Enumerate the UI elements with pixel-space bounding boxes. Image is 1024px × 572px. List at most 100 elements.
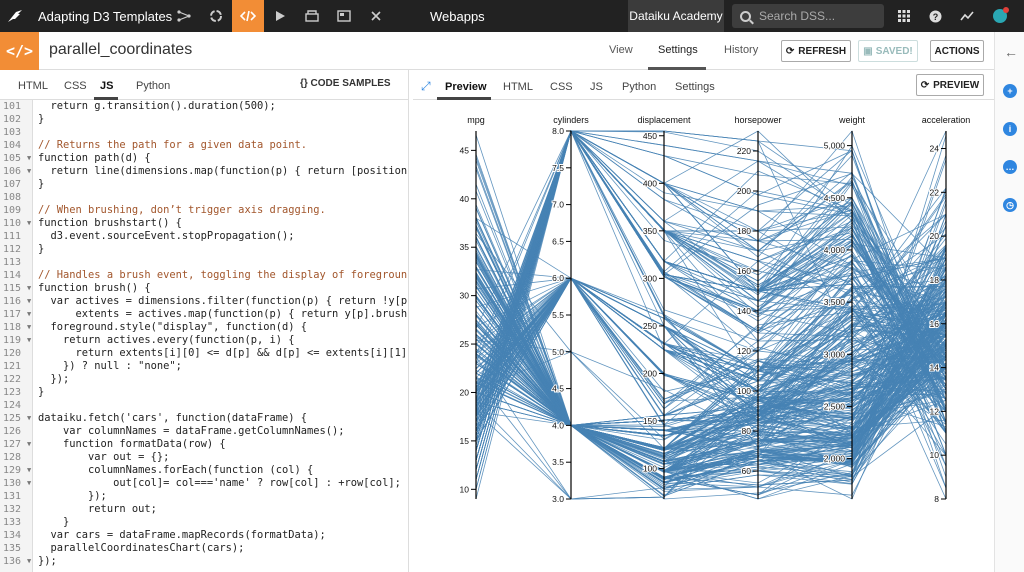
close-icon[interactable]: [360, 0, 392, 32]
code-line[interactable]: 129 ▼ columnNames.forEach(function (col) …: [0, 464, 409, 477]
user-avatar-icon[interactable]: [986, 0, 1014, 32]
chart-svg[interactable]: mpg 10 15 20 25 30 35 40 45 cylinders 3.0 3.5 4.0 4.5…: [413, 101, 994, 572]
code-line[interactable]: 116 ▼ var actives = dimensions.filter(fun…: [0, 295, 409, 308]
axis-horsepower[interactable]: horsepower 60 80 100 120 140 160 180 200 220: [734, 115, 782, 499]
tab-css[interactable]: CSS: [64, 80, 87, 92]
tab-preview-js[interactable]: JS: [590, 81, 603, 93]
axis-acceleration[interactable]: acceleration 8 10 12 14 16 18 20 22 24: [922, 115, 971, 505]
nav-history[interactable]: History: [724, 44, 759, 56]
code-line[interactable]: 126 var columnNames = dataFrame.getColum…: [0, 425, 409, 438]
timeline-icon[interactable]: ◷: [1003, 198, 1017, 212]
code-line[interactable]: 109 // When brushing, don’t trigger axis …: [0, 204, 409, 217]
axis-cylinders[interactable]: cylinders 3.0 3.5 4.0 4.5 5.0 5.5 6.0 6.5 7.0 7.5 8…: [551, 115, 589, 505]
nav-settings[interactable]: Settings: [658, 44, 698, 56]
fold-arrow-icon[interactable]: ▼: [27, 297, 32, 305]
dataiku-logo-icon[interactable]: [0, 0, 30, 32]
tab-preview-settings[interactable]: Settings: [675, 81, 715, 93]
preview-button[interactable]: ⟳ PREVIEW: [916, 74, 984, 96]
code-line[interactable]: 133 }: [0, 516, 409, 529]
fold-arrow-icon[interactable]: ▼: [27, 466, 32, 474]
saved-button[interactable]: ▣ SAVED!: [858, 40, 918, 62]
fold-arrow-icon[interactable]: ▼: [27, 479, 32, 487]
section-title[interactable]: Webapps: [430, 8, 485, 24]
help-icon[interactable]: ?: [921, 0, 949, 32]
code-line[interactable]: 127 ▼ function formatData(row) {: [0, 438, 409, 451]
code-line[interactable]: 136 ▼});: [0, 555, 409, 568]
code-line[interactable]: 104 // Returns the path for a given data …: [0, 139, 409, 152]
code-line[interactable]: 124: [0, 399, 409, 412]
tab-js[interactable]: JS: [100, 80, 114, 92]
search-input[interactable]: Search DSS...: [732, 4, 884, 28]
code-line[interactable]: 107}: [0, 178, 409, 191]
tab-python[interactable]: Python: [136, 80, 171, 92]
code-line[interactable]: 131 });: [0, 490, 409, 503]
discussion-icon[interactable]: …: [1003, 160, 1017, 174]
code-line[interactable]: 119 ▼ return actives.every(function(p, i)…: [0, 334, 409, 347]
code-line[interactable]: 106 ▼ return line(dimensions.map(function…: [0, 165, 409, 178]
tab-preview-python[interactable]: Python: [622, 81, 657, 93]
code-line[interactable]: 111 d3.event.sourceEvent.stopPropagation…: [0, 230, 409, 243]
data-line: [475, 334, 947, 426]
code-line[interactable]: 123}: [0, 386, 409, 399]
tick-label: 60: [742, 466, 752, 476]
expand-icon[interactable]: ⤢: [421, 79, 431, 93]
collapse-arrow-icon[interactable]: ←: [1004, 44, 1018, 60]
fold-arrow-icon[interactable]: ▼: [27, 310, 32, 318]
fold-arrow-icon[interactable]: ▼: [27, 414, 32, 422]
code-line[interactable]: 121 }) ? null : "none";: [0, 360, 409, 373]
code-line[interactable]: 122 });: [0, 373, 409, 386]
code-line[interactable]: 105 ▼ function path(d) {: [0, 152, 409, 165]
code-line[interactable]: 114 // Handles a brush event, toggling th…: [0, 269, 409, 282]
code-line[interactable]: 128 var out = {};: [0, 451, 409, 464]
axis-displacement[interactable]: displacement 100 150 200 250 300 350 400 450: [637, 115, 691, 499]
apps-grid-icon[interactable]: [890, 0, 918, 32]
refresh-button[interactable]: ⟳ REFRESH: [781, 40, 851, 62]
project-title[interactable]: Adapting D3 Templates: [38, 8, 173, 24]
tab-html[interactable]: HTML: [18, 80, 48, 92]
code-line[interactable]: 120 return extents[i][0] <= d[p] && d[p]…: [0, 347, 409, 360]
tab-preview-html[interactable]: HTML: [503, 81, 533, 93]
tab-preview[interactable]: Preview: [445, 81, 487, 93]
code-line[interactable]: 115 ▼ function brush() {: [0, 282, 409, 295]
deploy-icon[interactable]: [296, 0, 328, 32]
dashboard-icon[interactable]: [328, 0, 360, 32]
trend-icon[interactable]: [953, 0, 981, 32]
code-line[interactable]: 103: [0, 126, 409, 139]
fold-arrow-icon[interactable]: ▼: [27, 440, 32, 448]
code-line[interactable]: 112}: [0, 243, 409, 256]
code-icon[interactable]: [232, 0, 264, 32]
run-icon[interactable]: [264, 0, 296, 32]
fold-arrow-icon[interactable]: ▼: [27, 219, 32, 227]
code-line[interactable]: 134 var cars = dataFrame.mapRecords(form…: [0, 529, 409, 542]
fold-arrow-icon[interactable]: ▼: [27, 284, 32, 292]
code-line[interactable]: 125 ▼ dataiku.fetch('cars', function(dataF…: [0, 412, 409, 425]
code-line[interactable]: 117 ▼ extents = actives.map(function(p) {…: [0, 308, 409, 321]
fold-arrow-icon[interactable]: ▼: [27, 323, 32, 331]
fold-arrow-icon[interactable]: ▼: [27, 154, 32, 162]
code-line[interactable]: 132 return out;: [0, 503, 409, 516]
code-line[interactable]: 108: [0, 191, 409, 204]
axis-mpg[interactable]: mpg 10 15 20 25 30 35 40 45: [459, 115, 485, 499]
fold-arrow-icon[interactable]: ▼: [27, 167, 32, 175]
code-area[interactable]: 101 return g.transition().duration(500);…: [0, 100, 409, 572]
fold-arrow-icon[interactable]: ▼: [27, 336, 32, 344]
code-line[interactable]: 135 parallelCoordinatesChart(cars);: [0, 542, 409, 555]
flow-icon[interactable]: [168, 0, 200, 32]
axis-weight[interactable]: weight 2,000 2,500 3,000 3,500 4,000 4,500 5,00…: [823, 115, 866, 499]
recipe-cycle-icon[interactable]: [200, 0, 232, 32]
code-line[interactable]: 113: [0, 256, 409, 269]
code-line[interactable]: 102}: [0, 113, 409, 126]
academy-button[interactable]: Dataiku Academy: [628, 0, 724, 32]
code-line[interactable]: 110 ▼ function brushstart() {: [0, 217, 409, 230]
add-icon[interactable]: +: [1003, 84, 1017, 98]
parallel-coordinates-chart[interactable]: mpg 10 15 20 25 30 35 40 45 cylinders 3.0 3.5 4.0 4.5…: [413, 101, 994, 572]
actions-button[interactable]: ACTIONS: [930, 40, 984, 62]
code-line[interactable]: 101 return g.transition().duration(500);: [0, 100, 409, 113]
code-line[interactable]: 130 ▼ out[col]= col==='name' ? row[col] :…: [0, 477, 409, 490]
info-icon[interactable]: i: [1003, 122, 1017, 136]
nav-view[interactable]: View: [609, 44, 633, 56]
tab-preview-css[interactable]: CSS: [550, 81, 573, 93]
code-line[interactable]: 118 ▼ foreground.style("display", functio…: [0, 321, 409, 334]
code-samples-button[interactable]: {} CODE SAMPLES: [300, 78, 391, 89]
fold-arrow-icon[interactable]: ▼: [27, 557, 32, 565]
